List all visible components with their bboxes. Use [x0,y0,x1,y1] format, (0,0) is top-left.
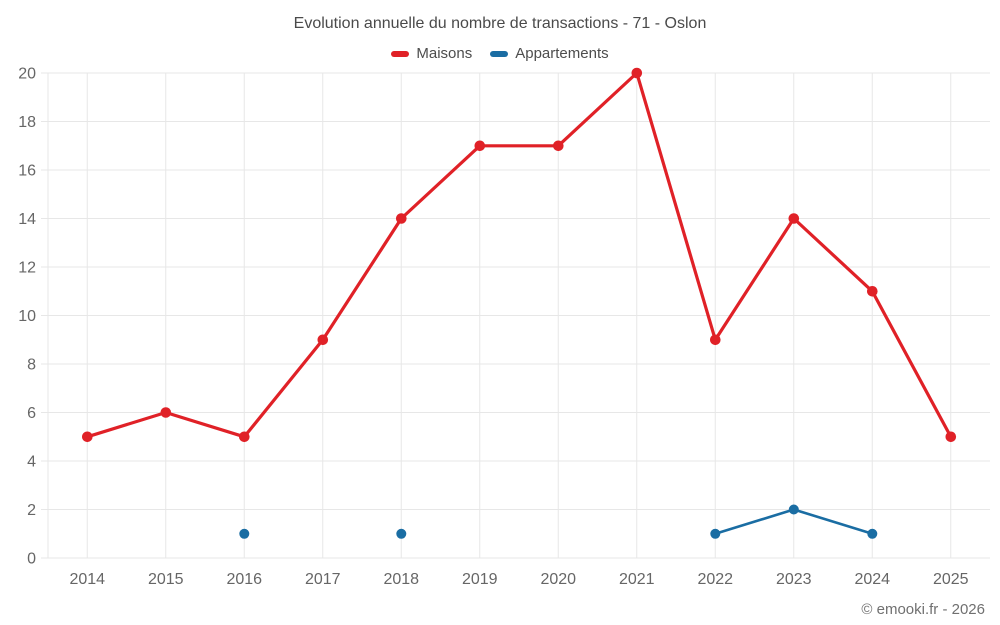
data-point-appartements-2016 [239,528,250,539]
series-line-maisons [85,71,953,439]
data-point-appartements-2024 [867,528,878,539]
y-axis-tick-label: 14 [18,211,36,228]
x-axis-tick-label: 2021 [619,571,655,588]
data-point-maisons-2019 [474,140,486,152]
legend-label: Maisons [416,45,473,62]
data-point-maisons-2025 [945,431,957,443]
y-axis-tick-label: 0 [27,551,36,568]
data-point-maisons-2020 [553,140,564,152]
x-axis-tick-label: 2023 [776,571,812,588]
data-point-maisons-2014 [82,431,93,443]
data-point-maisons-2024 [867,286,878,297]
y-axis-tick-label: 16 [18,163,36,180]
x-axis-tick-label: 2020 [540,571,576,588]
data-point-maisons-2015 [160,407,172,418]
y-axis-tick-label: 18 [18,114,36,131]
x-axis-tick-label: 2025 [933,571,969,588]
legend-marker-appartements [490,50,509,57]
x-axis-tick-label: 2015 [148,571,184,588]
data-point-maisons-2016 [239,431,250,443]
y-axis-tick-label: 8 [27,357,36,374]
x-axis-tick-label: 2024 [854,571,890,588]
legend-label: Appartements [515,45,609,62]
chart-title: Evolution annuelle du nombre de transact… [293,15,707,32]
legend-item-appartements[interactable]: Appartements [490,45,609,62]
data-point-appartements-2018 [396,528,407,539]
x-axis-tick-label: 2016 [226,571,262,588]
y-axis-tick-label: 2 [27,502,36,519]
y-axis-tick-label: 10 [18,308,36,325]
credit-text: © emooki.fr - 2026 [861,601,985,618]
y-axis-tick-label: 4 [27,454,36,471]
data-point-maisons-2017 [317,334,329,346]
data-point-maisons-2022 [710,334,721,346]
x-axis-tick-label: 2022 [697,571,733,588]
y-axis-tick-label: 20 [18,66,36,83]
data-point-appartements-2022 [710,528,721,539]
y-axis-tick-label: 6 [27,405,36,422]
data-point-maisons-2018 [396,213,407,224]
y-axis-tick-label: 12 [18,260,36,277]
data-point-maisons-2023 [788,213,800,224]
x-axis-tick-label: 2014 [69,571,105,588]
legend-item-maisons[interactable]: Maisons [391,45,472,62]
chart-legend: Maisons Appartements [0,45,1000,62]
x-axis-tick-label: 2017 [305,571,341,588]
data-point-appartements-2023 [788,504,799,515]
x-axis-tick-label: 2018 [383,571,419,588]
data-point-maisons-2021 [631,67,643,79]
legend-marker-maisons [391,50,410,57]
x-axis-tick-label: 2019 [462,571,498,588]
